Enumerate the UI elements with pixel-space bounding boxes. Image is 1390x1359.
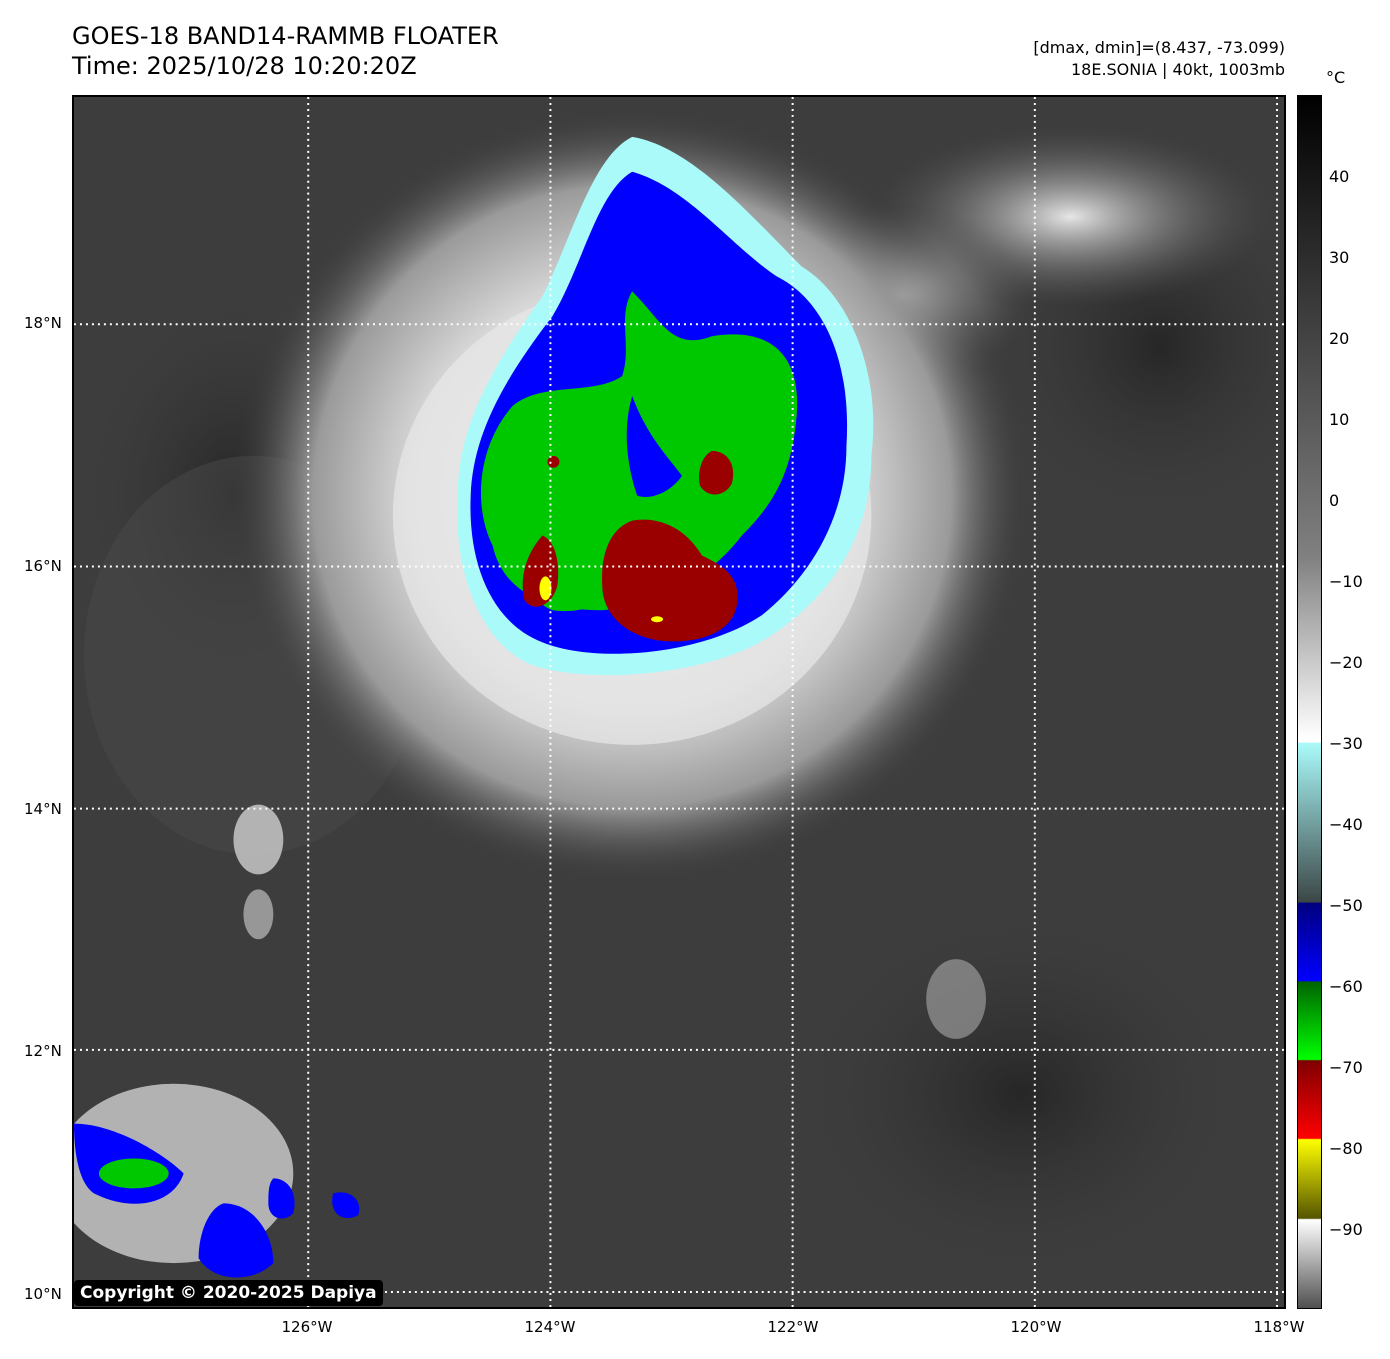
colorbar-tick-label: −40 [1329,815,1363,834]
yellow-coldest-spot [651,616,664,623]
dark-patch [801,914,1241,1274]
chart-title: GOES-18 BAND14-RAMMB FLOATER [72,22,499,50]
copyright-label: Copyright © 2020-2025 Dapiya [74,1280,383,1306]
storm-info-text: 18E.SONIA | 40kt, 1003mb [1070,60,1285,79]
blue-cold-top [268,1178,295,1219]
lon-label-118w: 118°W [1253,1318,1305,1336]
lat-label-10n: 10°N [24,1285,62,1303]
dark-red-cold-top [699,450,734,495]
lat-label-12n: 12°N [24,1042,62,1060]
blue-cold-top [626,396,682,497]
colorbar-tick-label: −60 [1329,977,1363,996]
blue-cold-top [198,1203,274,1278]
colorbar-tick-label: 10 [1329,410,1350,429]
lat-label-16n: 16°N [24,557,62,575]
lon-label-122w: 122°W [767,1318,819,1336]
lat-label-14n: 14°N [24,800,62,818]
small-cloud [233,804,284,875]
lon-label-126w: 126°W [281,1318,333,1336]
colorbar-tick-label: −70 [1329,1058,1363,1077]
colorbar-tick-label: −10 [1329,572,1363,591]
colorbar-tick-label: 30 [1329,248,1350,267]
colorbar-tick-label: 40 [1329,167,1350,186]
lat-label-18n: 18°N [24,314,62,332]
timestamp: Time: 2025/10/28 10:20:20Z [72,52,417,80]
green-cold-top [98,1158,169,1189]
temperature-colorbar [1297,95,1322,1309]
lon-label-120w: 120°W [1010,1318,1062,1336]
colorbar-tick-label: −90 [1329,1220,1363,1239]
yellow-coldest-spot [539,576,552,601]
colorbar-tick-label: −80 [1329,1139,1363,1158]
small-cloud [243,889,274,940]
colorbar-tick-label: −50 [1329,896,1363,915]
colorbar-tick-label: 20 [1329,329,1350,348]
graticule [74,97,1284,1307]
dark-red-cold-top [547,455,560,468]
satellite-map[interactable] [72,95,1286,1309]
small-cloud [926,959,986,1039]
colorbar-tick-label: −30 [1329,734,1363,753]
lon-label-124w: 124°W [524,1318,576,1336]
colorbar-tick-label: 0 [1329,491,1340,510]
colorbar-unit: °C [1326,68,1346,87]
dark-red-cold-top [602,519,738,642]
blue-cold-top [332,1192,360,1219]
colorbar-tick-label: −20 [1329,653,1363,672]
temperature-range-text: [dmax, dmin]=(8.437, -73.099) [1033,38,1285,57]
satellite-imagery [74,97,1284,1307]
